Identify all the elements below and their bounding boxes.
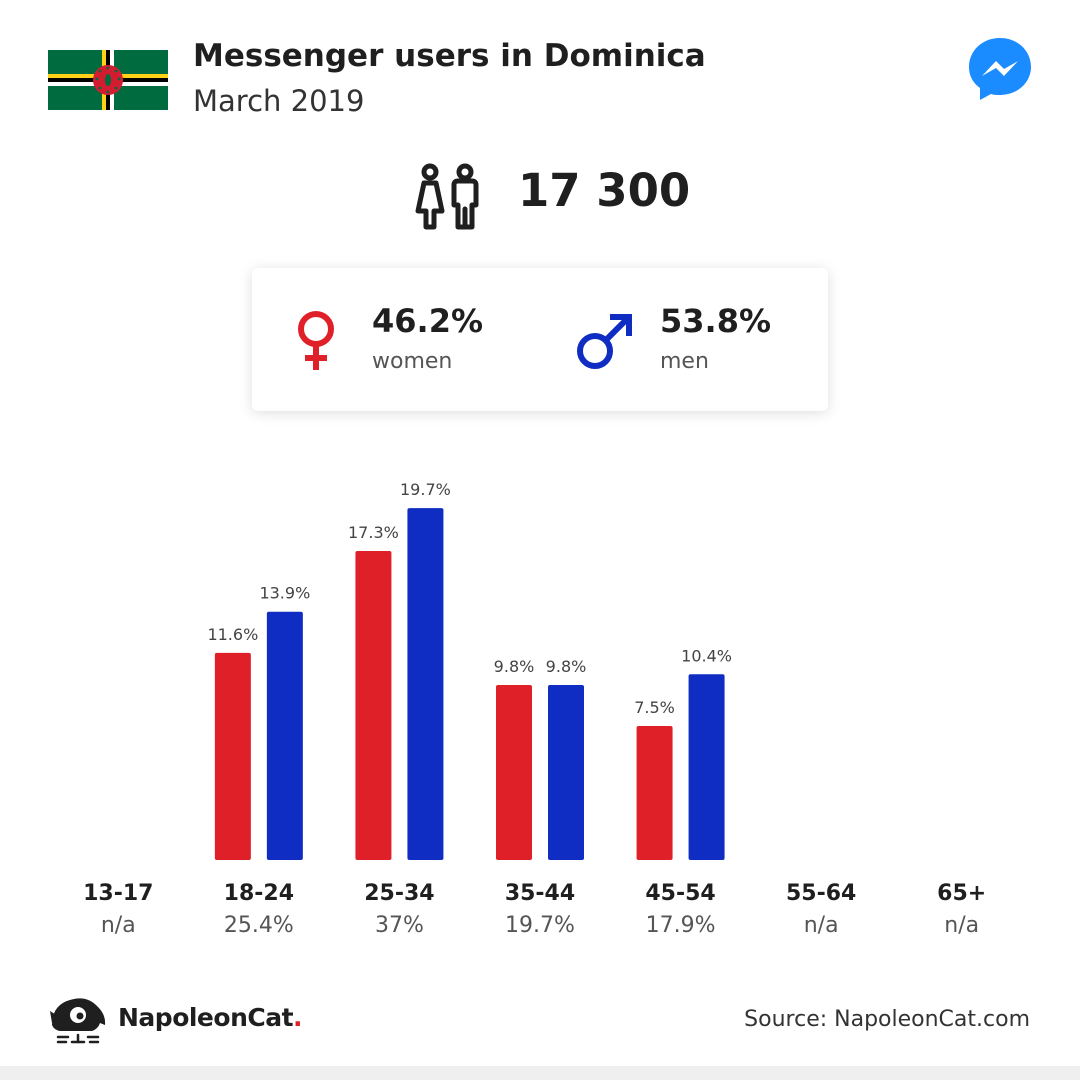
age-category-label: 13-17 bbox=[83, 881, 153, 906]
age-category-total: n/a bbox=[804, 913, 839, 938]
bar-25-34-s1 bbox=[407, 508, 444, 860]
bar-value-label: 10.4% bbox=[681, 646, 732, 665]
napoleoncat-logo-icon bbox=[50, 998, 106, 1044]
women-label: women bbox=[372, 349, 453, 374]
bar-value-label: 11.6% bbox=[207, 625, 258, 644]
source-text: Source: NapoleonCat.com bbox=[744, 1007, 1030, 1032]
page-subtitle: March 2019 bbox=[193, 84, 365, 118]
age-category-label: 45-54 bbox=[645, 881, 715, 906]
age-category-total: 25.4% bbox=[224, 913, 294, 938]
age-category-label: 65+ bbox=[937, 881, 986, 906]
bar-35-44-s1 bbox=[548, 684, 584, 860]
brand-dot: . bbox=[293, 1003, 303, 1032]
age-category-label: 18-24 bbox=[224, 881, 294, 906]
bar-18-24-s0 bbox=[214, 652, 251, 860]
men-percent: 53.8% bbox=[660, 302, 772, 340]
messenger-icon bbox=[969, 38, 1031, 100]
bar-value-label: 9.8% bbox=[494, 657, 535, 676]
bar-value-label: 7.5% bbox=[634, 698, 675, 717]
brand-text: NapoleonCat bbox=[118, 1003, 294, 1032]
bar-45-54-s0 bbox=[636, 726, 673, 860]
age-category-label: 25-34 bbox=[364, 881, 434, 906]
users-icon bbox=[415, 163, 479, 230]
female-symbol-icon bbox=[298, 311, 334, 370]
bar-value-label: 17.3% bbox=[348, 523, 399, 542]
page-title: Messenger users in Dominica bbox=[193, 38, 706, 74]
age-category-label: 55-64 bbox=[786, 881, 856, 906]
bar-35-44-s0 bbox=[496, 684, 532, 860]
male-symbol-icon bbox=[577, 314, 632, 369]
dominica-flag bbox=[48, 50, 168, 110]
age-category-total: 17.9% bbox=[646, 913, 716, 938]
bar-value-label: 19.7% bbox=[400, 480, 451, 499]
bar-value-label: 9.8% bbox=[546, 657, 587, 676]
age-gender-bar-chart: 13-17 n/a 11.6% 13.9% 18-24 25.4% 17.3% 19.7% 25… bbox=[83, 480, 986, 938]
age-category-label: 35-44 bbox=[505, 881, 575, 906]
bottom-strip bbox=[0, 1066, 1080, 1080]
age-category-total: n/a bbox=[944, 913, 979, 938]
age-category-total: 19.7% bbox=[505, 913, 575, 938]
men-label: men bbox=[660, 349, 709, 374]
brand-name: NapoleonCat. bbox=[118, 1003, 303, 1032]
bar-25-34-s0 bbox=[355, 551, 392, 860]
bar-18-24-s1 bbox=[266, 611, 303, 860]
gender-card: 46.2% women 53.8% men bbox=[252, 268, 828, 411]
age-category-total: n/a bbox=[101, 913, 136, 938]
age-category-total: 37% bbox=[375, 913, 424, 938]
women-percent: 46.2% bbox=[372, 302, 484, 340]
bar-45-54-s1 bbox=[688, 674, 725, 860]
total-users: 17 300 bbox=[518, 164, 691, 217]
bar-value-label: 13.9% bbox=[259, 584, 310, 603]
